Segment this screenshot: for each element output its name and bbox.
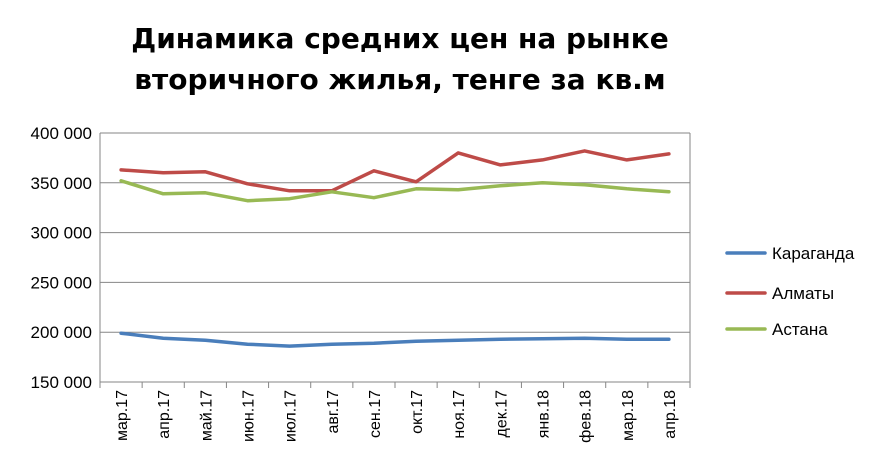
x-tick-label: июн.17 — [241, 390, 258, 442]
x-tick-label: янв.18 — [536, 390, 553, 438]
chart-title: Динамика средних цен на рынке вторичного… — [60, 18, 740, 100]
y-tick-label: 350 000 — [31, 174, 92, 193]
legend-label: Алматы — [772, 284, 834, 303]
x-tick-label: мар.17 — [114, 390, 131, 441]
x-tick-label: сен.17 — [367, 390, 384, 438]
chart-title-line-2: вторичного жилья, тенге за кв.м — [134, 63, 666, 96]
x-tick-label: апр.17 — [156, 390, 173, 439]
x-tick-label: июл.17 — [283, 390, 300, 442]
chart-title-line-1: Динамика средних цен на рынке — [131, 22, 669, 55]
x-tick-label: авг.17 — [325, 390, 342, 434]
series-line — [119, 179, 671, 203]
x-tick-label: ноя.17 — [451, 390, 468, 439]
y-tick-label: 200 000 — [31, 323, 92, 342]
x-tick-label: фев.18 — [578, 390, 595, 443]
legend-label: Караганда — [772, 244, 855, 263]
series-line — [119, 331, 671, 348]
series-line — [119, 149, 671, 193]
x-tick-label: дек.17 — [493, 390, 510, 438]
legend-label: Астана — [772, 320, 828, 339]
y-tick-label: 300 000 — [31, 224, 92, 243]
x-tick-label: апр.18 — [662, 390, 679, 439]
y-tick-label: 250 000 — [31, 273, 92, 292]
x-tick-label: май.17 — [198, 390, 215, 441]
y-tick-label: 400 000 — [31, 124, 92, 143]
y-tick-label: 150 000 — [31, 373, 92, 392]
x-tick-label: окт.17 — [409, 390, 426, 434]
x-tick-label: мар.18 — [620, 390, 637, 441]
